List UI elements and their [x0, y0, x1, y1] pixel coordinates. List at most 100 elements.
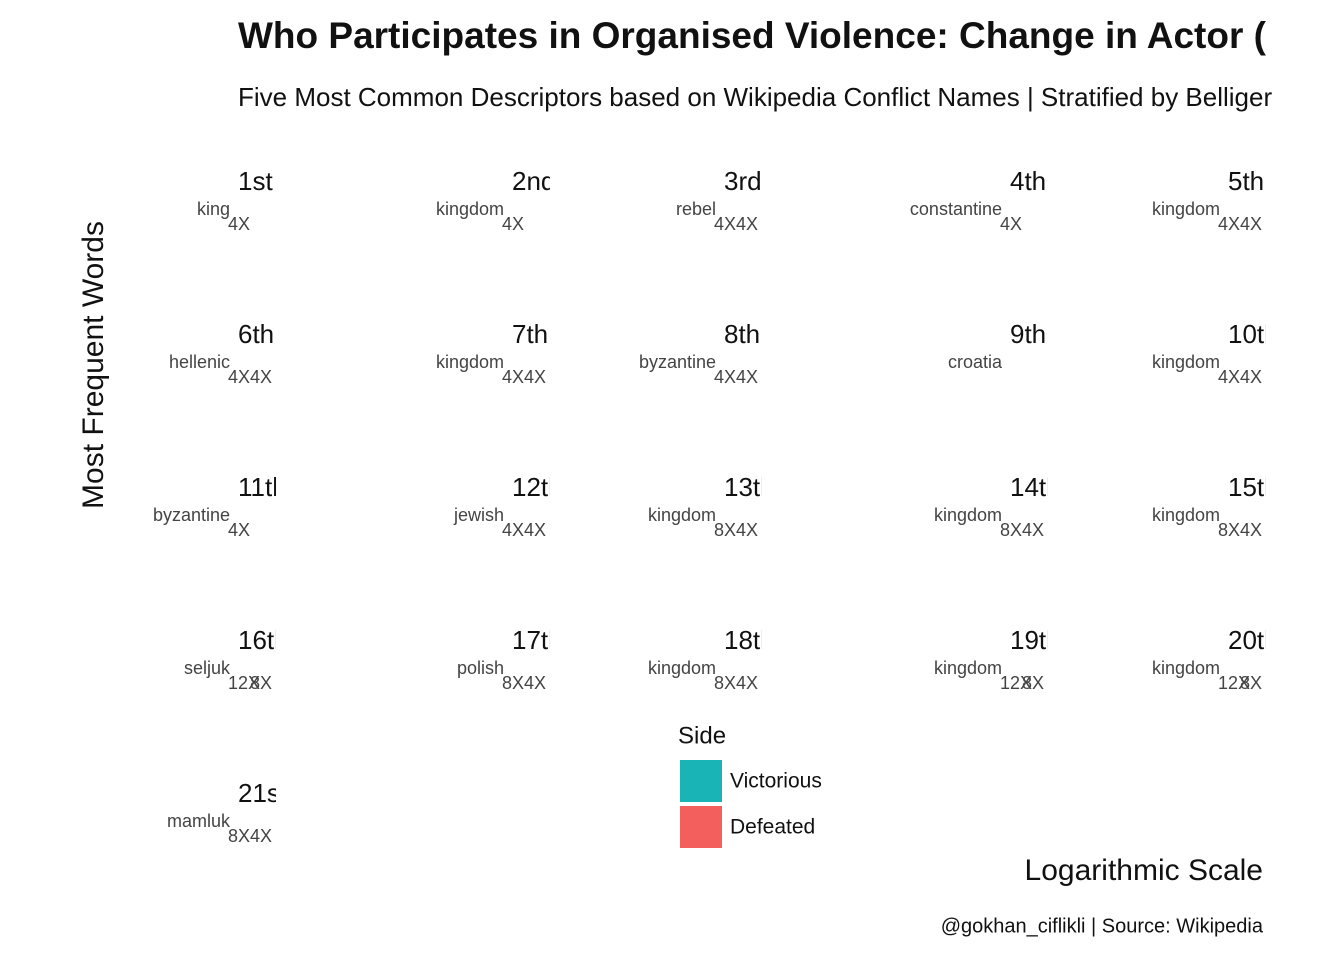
count-label: 8X: [502, 673, 524, 693]
word-label: kingdom: [1152, 352, 1220, 372]
facet-strip-label: 19th: [1010, 625, 1061, 655]
count-label: 4X: [502, 367, 524, 387]
word-label: kingdom: [648, 658, 716, 678]
facet-strip-label: 4th: [1010, 166, 1046, 196]
count-label: 8X: [228, 826, 250, 846]
legend-label: Defeated: [730, 816, 815, 839]
count-label: 4X: [250, 367, 272, 387]
count-label: 4X: [228, 367, 250, 387]
count-label: 4X: [228, 214, 250, 234]
word-label: kingdom: [1152, 199, 1220, 219]
word-label: kingdom: [934, 505, 1002, 525]
facet-strip-label: 21st: [238, 778, 288, 808]
count-label: 8X: [1022, 673, 1044, 693]
count-label: 12X: [228, 673, 260, 693]
facet-strip-label: 7th: [512, 319, 548, 349]
count-label: 4X: [1218, 214, 1240, 234]
x-axis-label: Logarithmic Scale: [1025, 854, 1263, 887]
facet-strip-label: 3rd: [724, 166, 762, 196]
word-label: croatia: [948, 352, 1003, 372]
count-label: 4X: [1000, 214, 1022, 234]
facet-strip-label: 8th: [724, 319, 760, 349]
count-label: 8X: [1218, 520, 1240, 540]
count-label: 4X: [736, 367, 758, 387]
facet-panel: 9th croatia: [948, 319, 1046, 372]
count-label: 4X: [736, 673, 758, 693]
word-label: kingdom: [436, 199, 504, 219]
legend-swatch: [680, 760, 722, 802]
count-label: 4X: [1218, 367, 1240, 387]
word-label: kingdom: [1152, 658, 1220, 678]
facet-strip-label: 20th: [1228, 625, 1279, 655]
facet-strip-label: 2nd: [512, 166, 555, 196]
count-label: 4X: [736, 214, 758, 234]
word-label: hellenic: [169, 352, 230, 372]
count-label: 4X: [1240, 367, 1262, 387]
count-label: 4X: [250, 826, 272, 846]
facet-strip-label: 14th: [1010, 472, 1061, 502]
count-label: 4X: [1022, 520, 1044, 540]
count-label: 8X: [1240, 673, 1262, 693]
facet-strip-label: 17th: [512, 625, 563, 655]
count-label: 4X: [228, 520, 250, 540]
count-label: 4X: [1240, 214, 1262, 234]
count-label: 12X: [1218, 673, 1250, 693]
word-label: byzantine: [639, 352, 716, 372]
facet-strip-label: 5th: [1228, 166, 1264, 196]
count-label: 4X: [524, 520, 546, 540]
count-label: 4X: [502, 214, 524, 234]
count-label: 8X: [714, 673, 736, 693]
facet-strip-label: 18th: [724, 625, 775, 655]
count-label: 4X: [502, 520, 524, 540]
count-label: 4X: [1240, 520, 1262, 540]
facet-strip-label: 6th: [238, 319, 274, 349]
count-label: 8X: [714, 520, 736, 540]
facet-strip-label: 13th: [724, 472, 775, 502]
legend-swatch: [680, 806, 722, 848]
y-axis-label: Most Frequent Words: [77, 221, 110, 509]
facet-strip-label: 11th: [238, 472, 287, 502]
legend-label: Victorious: [730, 770, 822, 793]
word-label: kingdom: [648, 505, 716, 525]
word-label: king: [197, 199, 230, 219]
word-label: rebel: [676, 199, 716, 219]
legend-title: Side: [678, 722, 726, 749]
word-label: mamluk: [167, 811, 231, 831]
count-label: 8X: [250, 673, 272, 693]
word-label: kingdom: [1152, 505, 1220, 525]
word-label: constantine: [910, 199, 1002, 219]
count-label: 4X: [714, 367, 736, 387]
count-label: 4X: [736, 520, 758, 540]
chart-title: Who Participates in Organised Violence: …: [238, 15, 1267, 56]
facet-strip-label: 1st: [238, 166, 273, 196]
facet-strip-label: 9th: [1010, 319, 1046, 349]
facet-strip-label: 10th: [1228, 319, 1279, 349]
count-label: 4X: [524, 367, 546, 387]
word-label: kingdom: [934, 658, 1002, 678]
word-label: kingdom: [436, 352, 504, 372]
word-label: seljuk: [184, 658, 231, 678]
word-label: jewish: [453, 505, 504, 525]
count-label: 8X: [1000, 520, 1022, 540]
facet-strip-label: 16th: [238, 625, 289, 655]
count-label: 12X: [1000, 673, 1032, 693]
word-label: byzantine: [153, 505, 230, 525]
chart-subtitle: Five Most Common Descriptors based on Wi…: [238, 82, 1272, 112]
